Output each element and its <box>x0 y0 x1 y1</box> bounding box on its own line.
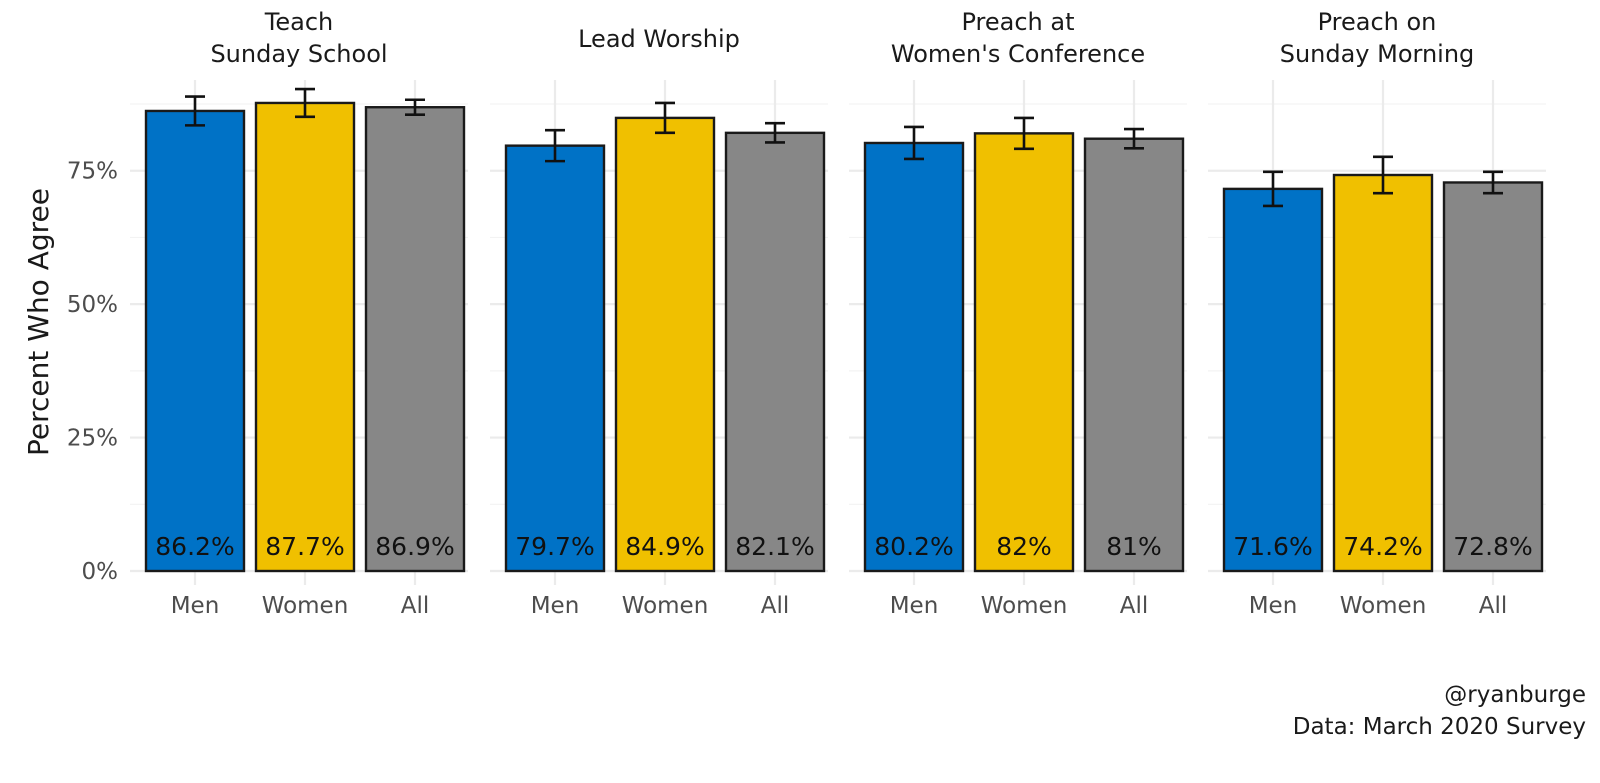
bar-value-label: 79.7% <box>515 532 594 561</box>
facet-title: Women's Conference <box>891 40 1145 68</box>
bar-all <box>1442 181 1544 573</box>
bar-men <box>863 141 965 573</box>
facet-title: Preach on <box>1318 8 1437 36</box>
x-tick-label: Women <box>262 593 349 619</box>
facet-title: Lead Worship <box>578 25 740 53</box>
facet-title: Sunday School <box>210 40 387 68</box>
bar-value-label: 74.2% <box>1343 532 1422 561</box>
x-tick-label: Women <box>981 593 1068 619</box>
bar-men <box>144 109 246 573</box>
bar-women <box>254 101 356 573</box>
y-tick-label: 50% <box>67 292 118 318</box>
bar-women <box>1332 173 1434 573</box>
bar-value-label: 82% <box>996 532 1052 561</box>
bar-value-label: 86.2% <box>155 532 234 561</box>
x-tick-label: Men <box>531 593 580 619</box>
bar-value-label: 87.7% <box>265 532 344 561</box>
bar-women <box>973 132 1075 573</box>
bar-all <box>1083 137 1185 573</box>
caption-source: Data: March 2020 Survey <box>1293 714 1586 740</box>
bar-value-label: 80.2% <box>874 532 953 561</box>
bar-value-label: 81% <box>1106 532 1162 561</box>
x-tick-label: Men <box>1249 593 1298 619</box>
bar-value-label: 72.8% <box>1453 532 1532 561</box>
facet-title: Sunday Morning <box>1280 40 1475 68</box>
y-tick-label: 25% <box>67 426 118 452</box>
x-tick-label: Women <box>622 593 709 619</box>
bar-men <box>504 144 606 573</box>
x-tick-label: All <box>1479 593 1508 619</box>
facet-title: Preach at <box>961 8 1074 36</box>
labels: Teach Sunday School 86.2% Men 87.7% Women 86.9… <box>67 8 1533 619</box>
x-tick-label: Men <box>890 593 939 619</box>
caption-handle: @ryanburge <box>1444 682 1586 708</box>
x-tick-label: All <box>761 593 790 619</box>
bars <box>144 87 1544 573</box>
bar-value-label: 71.6% <box>1233 532 1312 561</box>
facet-title: Teach <box>264 8 333 36</box>
y-tick-label: 75% <box>67 159 118 185</box>
bar-women <box>614 116 716 573</box>
bar-all <box>724 131 826 573</box>
bar-value-label: 82.1% <box>735 532 814 561</box>
x-tick-label: Men <box>171 593 220 619</box>
bar-all <box>364 106 466 573</box>
bar-men <box>1222 187 1324 573</box>
bar-value-label: 86.9% <box>375 532 454 561</box>
x-tick-label: All <box>1120 593 1149 619</box>
y-tick-label: 0% <box>82 559 119 585</box>
y-axis-title: Percent Who Agree <box>22 188 55 456</box>
bar-value-label: 84.9% <box>625 532 704 561</box>
x-tick-label: All <box>401 593 430 619</box>
x-tick-label: Women <box>1340 593 1427 619</box>
